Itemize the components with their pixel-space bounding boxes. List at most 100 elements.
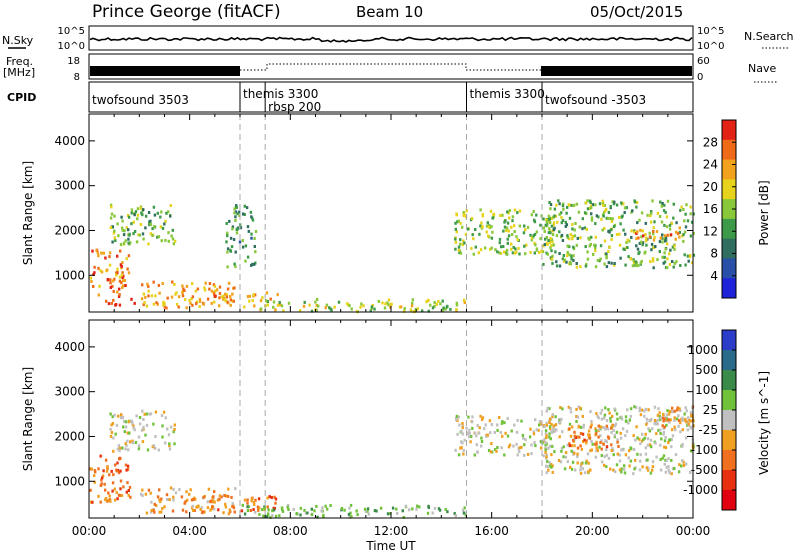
power-colorbar-swatch [722,258,736,279]
colorbar-tick-label: 8 [710,247,718,261]
xtick-label: 08:00 [273,524,308,538]
power-echo-region-3 [140,280,236,310]
time-axis-title: Time UT [365,539,416,553]
nsky-tick-bottom: 10^0 [58,41,85,52]
ytick-label: 3000 [54,179,85,193]
power-colorbar-swatch [722,218,736,240]
date-title: 05/Oct/2015 [590,3,683,21]
xtick-label: 16:00 [474,524,509,538]
power-colorbar-label: Power [dB] [757,180,771,245]
velocity-echo-region-2 [139,486,237,516]
nsky-label: N.Sky [2,34,34,47]
colorbar-tick-label: -25 [698,423,718,437]
xtick-label: 00:00 [72,524,107,538]
power-echo-region-0 [89,248,131,298]
cpid-label-0: twofsound 3503 [92,93,189,107]
velocity-colorbar-swatch [722,350,736,371]
power-colorbar-swatch [722,199,736,220]
velocity-echo-region-7 [567,423,620,452]
cpid-label-3: themis 3300 [470,87,545,101]
cpid-label-1: themis 3300 [243,87,318,101]
velocity-ylabel: Slant Range [km] [21,367,35,471]
freq-label: Freq. [6,55,33,68]
velocity-echo-region-4 [241,503,467,519]
xtick-label: 20:00 [575,524,610,538]
xtick-label: 12:00 [374,524,409,538]
power-echo-region-2 [109,203,177,247]
colorbar-tick-label: 24 [703,158,718,172]
velocity-colorbar-swatch [722,370,736,391]
cpid-label: CPID [7,91,36,104]
station-title: Prince George (fitACF) [92,2,281,22]
freq-band-late [541,66,692,76]
power-colorbar-swatch [722,238,736,259]
nave-tick-top: 60 [697,56,710,67]
velocity-colorbar-swatch [722,470,736,491]
power-echo-region-4 [191,291,279,301]
colorbar-tick-label: 100 [695,383,718,397]
nsky-tick-bottom-right: 10^0 [697,41,724,52]
velocity-colorbar-swatch [722,390,736,411]
freq-unit-label: [MHz] [3,66,35,79]
freq-strip [88,53,694,80]
power-echo-region-6 [243,298,466,314]
colorbar-tick-label: 25 [703,403,718,417]
xtick-label: 00:00 [676,524,711,538]
velocity-colorbar-swatch [722,410,736,431]
colorbar-tick-label: 500 [695,363,718,377]
nsky-strip [88,25,694,51]
ytick-label: 3000 [54,385,85,399]
colorbar-tick-label: 4 [710,269,718,283]
power-echo-region-7 [454,208,557,256]
ytick-label: 1000 [54,474,85,488]
nave-trace [240,63,541,71]
colorbar-tick-label: -1000 [683,483,718,497]
power-echo-region-8 [542,199,696,270]
power-echo-region-5 [225,204,258,269]
power-colorbar-swatch [722,278,736,299]
cpid-strip [88,81,694,113]
power-colorbar-swatch [722,159,736,180]
nsky-trace [89,36,693,43]
freq-band-early [90,66,240,76]
velocity-echo-region-5 [454,414,556,457]
velocity-colorbar-swatch [722,490,736,511]
nsky-tick-top-right: 10^5 [697,26,724,37]
ytick-label: 4000 [54,340,85,354]
velocity-colorbar-swatch [722,430,736,451]
power-echo-region-1 [105,297,136,307]
colorbar-tick-label: -100 [691,443,718,457]
colorbar-tick-label: 16 [703,202,718,216]
power-colorbar-swatch [722,120,736,141]
xtick-label: 04:00 [172,524,207,538]
ytick-label: 2000 [54,429,85,443]
nsearch-label: N.Search [744,30,794,43]
velocity-colorbar-swatch [722,330,736,351]
ytick-label: 4000 [54,134,85,148]
velocity-echo-region-3 [190,494,278,514]
nave-label: Nave [748,62,776,75]
power-panel-frame [88,113,694,313]
nave-tick-bottom: 0 [697,72,703,83]
power-echo-region-9 [630,226,681,242]
velocity-echo-region-0 [89,454,132,504]
nsky-tick-top: 10^5 [58,26,85,37]
velocity-echo-region-1 [109,409,176,453]
colorbar-tick-label: 20 [703,180,718,194]
colorbar-tick-label: -500 [691,463,718,477]
colorbar-tick-label: 12 [703,224,718,238]
beam-title: Beam 10 [356,3,423,21]
freq-tick-top: 18 [67,56,80,67]
velocity-colorbar-label: Velocity [m s^-1] [757,371,771,475]
ytick-label: 1000 [54,268,85,282]
colorbar-tick-label: 28 [703,135,718,149]
power-colorbar-swatch [722,179,736,200]
velocity-echo-region-6 [542,405,695,476]
cpid-label-4: twofsound -3503 [545,93,646,107]
power-colorbar-swatch [722,139,736,161]
colorbar-tick-label: 1000 [687,343,718,357]
ytick-label: 2000 [54,223,85,237]
velocity-colorbar-swatch [722,450,736,471]
freq-tick-bottom: 8 [74,72,80,83]
